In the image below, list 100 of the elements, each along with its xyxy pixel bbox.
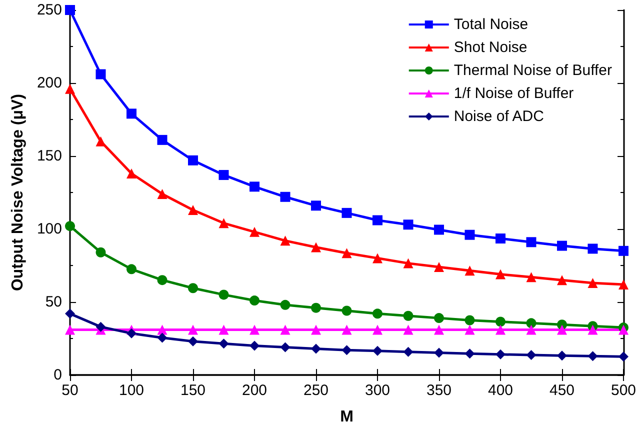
point — [403, 324, 414, 335]
point — [218, 290, 229, 300]
y-tick-label: 250 — [36, 2, 62, 18]
point — [372, 308, 382, 319]
x-tick-label: 500 — [610, 382, 636, 399]
point — [218, 338, 229, 349]
y-tick-label: 0 — [54, 366, 62, 384]
point — [496, 316, 506, 327]
point — [464, 324, 475, 335]
point — [96, 247, 106, 258]
x-tick-label: 450 — [549, 382, 575, 399]
point — [188, 336, 198, 346]
y-tick-label: 200 — [36, 74, 62, 92]
point — [188, 205, 198, 216]
point — [372, 346, 382, 356]
point — [280, 324, 290, 335]
point — [526, 350, 536, 360]
point — [403, 310, 414, 321]
point — [310, 324, 321, 335]
point — [126, 168, 136, 179]
point — [372, 215, 382, 226]
point — [434, 262, 444, 272]
legend-label: Shot Noise — [454, 39, 528, 56]
y-tick-label: 150 — [36, 148, 62, 164]
x-tick-label: 400 — [488, 382, 514, 399]
point — [96, 136, 106, 146]
y-axis-title: Output Noise Voltage (μV) — [10, 94, 26, 292]
point — [434, 313, 444, 324]
x-tick-label: 150 — [180, 382, 206, 399]
y-tick-label: 50 — [45, 294, 62, 310]
point — [280, 192, 290, 202]
point — [188, 324, 198, 335]
point — [403, 346, 414, 357]
point — [526, 272, 536, 282]
point — [157, 134, 168, 145]
point — [157, 332, 168, 343]
point — [65, 308, 75, 319]
point — [218, 218, 229, 228]
legend-label: 1/f Noise of Buffer — [454, 85, 574, 102]
point — [588, 278, 598, 288]
point — [310, 200, 321, 211]
point — [249, 324, 260, 335]
point — [556, 350, 567, 361]
point — [126, 328, 136, 338]
x-tick-label: 350 — [426, 382, 452, 399]
point — [618, 246, 628, 256]
point — [403, 258, 414, 268]
point — [65, 221, 75, 232]
point — [96, 322, 106, 332]
point — [311, 302, 321, 313]
point — [464, 315, 475, 326]
point — [249, 340, 260, 351]
point — [157, 324, 168, 335]
point — [434, 324, 444, 335]
point — [280, 236, 290, 246]
point — [495, 233, 506, 244]
point — [556, 275, 567, 286]
point — [342, 248, 352, 258]
x-tick-label: 250 — [303, 382, 329, 399]
point — [342, 324, 352, 335]
x-tick-label: 50 — [62, 382, 78, 399]
point — [495, 269, 506, 280]
point — [588, 244, 598, 254]
x-tick-label: 100 — [118, 382, 144, 399]
point — [372, 253, 382, 264]
y-tick-label: 100 — [36, 220, 62, 238]
point — [218, 324, 229, 335]
point — [126, 264, 136, 274]
point — [250, 296, 260, 306]
point — [65, 84, 75, 94]
point — [526, 324, 536, 335]
point — [618, 279, 628, 290]
point — [464, 266, 475, 276]
point — [526, 237, 536, 248]
point — [157, 188, 168, 199]
point — [495, 324, 506, 335]
legend-label: Thermal Noise of Buffer — [454, 62, 612, 79]
legend-label: Total Noise — [454, 16, 528, 33]
point — [588, 324, 598, 335]
point — [65, 324, 75, 335]
x-tick-label: 300 — [364, 382, 390, 399]
point — [342, 208, 352, 218]
point — [342, 345, 352, 356]
point — [434, 224, 444, 235]
point — [157, 275, 168, 286]
point — [280, 342, 290, 352]
point — [556, 324, 567, 335]
point — [495, 349, 506, 360]
legend-label: Noise of ADC — [454, 108, 544, 125]
point — [126, 108, 136, 119]
point — [372, 324, 382, 335]
point — [434, 348, 444, 358]
point — [310, 344, 321, 354]
point — [526, 318, 536, 328]
point — [249, 182, 260, 192]
point — [403, 220, 414, 230]
point — [588, 351, 598, 362]
x-tick-label: 200 — [242, 382, 268, 399]
point — [280, 300, 290, 310]
point — [188, 283, 198, 294]
